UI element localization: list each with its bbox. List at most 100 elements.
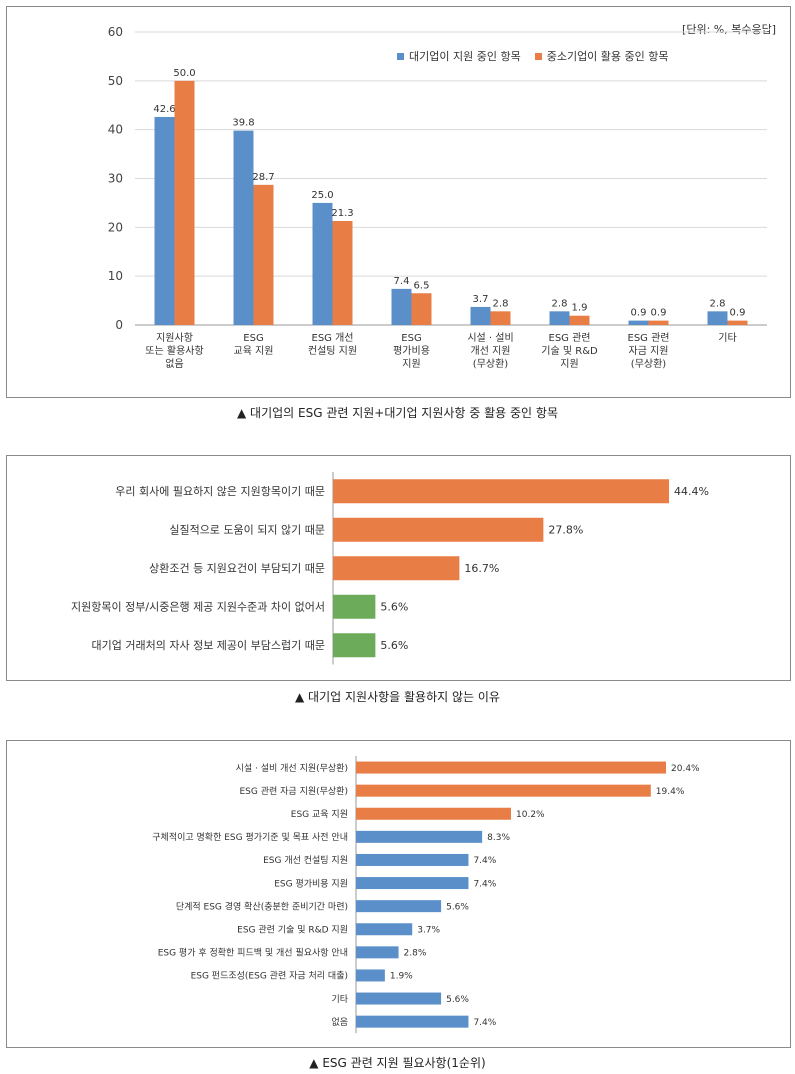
bar bbox=[333, 594, 376, 619]
y-tick-label: 30 bbox=[108, 172, 123, 186]
data-label: 0.9 bbox=[730, 308, 746, 319]
data-label: 7.4 bbox=[394, 276, 410, 287]
data-label: 0.9 bbox=[631, 308, 647, 319]
bar bbox=[356, 853, 469, 866]
caption-chart-3: ▲ ESG 관련 지원 필요사항(1순위) bbox=[309, 1056, 486, 1070]
bar bbox=[333, 479, 669, 504]
horizontal-bar-chart-needs: 시설 · 설비 개선 지원(무상환) 20.4% ESG 관련 자금 지원(무상환)… bbox=[152, 756, 700, 1034]
data-label: 21.3 bbox=[331, 208, 353, 219]
category-label: ESG 관련 기술 및 R&D 지원 bbox=[237, 923, 348, 935]
bar bbox=[628, 320, 649, 325]
data-label: 25.0 bbox=[311, 190, 333, 201]
data-label: 1.9% bbox=[390, 972, 413, 982]
data-label: 6.5 bbox=[414, 280, 430, 291]
bar bbox=[648, 320, 669, 325]
category-label: 기타 bbox=[718, 332, 736, 344]
data-label: 16.7% bbox=[464, 562, 499, 575]
data-label: 27.8% bbox=[548, 524, 583, 537]
data-label: 5.6% bbox=[446, 902, 469, 912]
category-label: ESG bbox=[243, 333, 263, 344]
data-label: 0.9 bbox=[651, 308, 667, 319]
category-label: 개선 지원 bbox=[471, 345, 511, 357]
bar bbox=[411, 293, 432, 325]
data-label: 2.8 bbox=[493, 298, 509, 309]
bar bbox=[332, 220, 353, 325]
category-label: 평가비용 bbox=[393, 345, 430, 357]
bar bbox=[569, 315, 590, 325]
caption-chart-2: ▲ 대기업 지원사항을 활용하지 않는 이유 bbox=[295, 690, 500, 704]
data-label: 2.8% bbox=[404, 949, 427, 959]
legend-swatch-orange bbox=[534, 52, 542, 60]
bar bbox=[356, 877, 469, 890]
horizontal-bar-chart-reasons: 우리 회사에 필요하지 않은 지원항목이기 때문 44.4% 실질적으로 도움이 되… bbox=[71, 472, 709, 665]
bar bbox=[549, 311, 570, 325]
bar bbox=[312, 202, 333, 325]
legend-item-large-company: 대기업이 지원 중인 항목 bbox=[397, 48, 521, 64]
bar bbox=[356, 784, 651, 797]
category-label: 시설 · 설비 개선 지원(무상환) bbox=[236, 762, 348, 774]
category-label: 실질적으로 도움이 되지 않기 때문 bbox=[169, 524, 325, 537]
category-label: 상환조건 등 지원요건이 부담되기 때문 bbox=[149, 562, 325, 575]
legend-item-sme: 중소기업이 활용 중인 항목 bbox=[534, 48, 669, 64]
data-label: 8.3% bbox=[487, 833, 510, 843]
category-label: 지원사항 bbox=[156, 332, 193, 344]
bar bbox=[356, 807, 511, 820]
bar bbox=[356, 946, 399, 959]
data-label: 2.8 bbox=[710, 298, 726, 309]
caption-chart-1: ▲ 대기업의 ESG 관련 지원+대기업 지원사항 중 활용 중인 항목 bbox=[237, 406, 558, 420]
data-label: 7.4% bbox=[473, 856, 496, 866]
bar bbox=[333, 633, 376, 658]
category-label: 없음 bbox=[165, 357, 183, 370]
category-label: 시설 · 설비 bbox=[467, 332, 513, 344]
category-label: ESG 펀드조성(ESG 관련 자금 처리 대출) bbox=[191, 970, 348, 982]
category-label: 기타 bbox=[331, 994, 348, 1005]
category-label: 또는 활용사항 bbox=[145, 344, 203, 357]
category-label: ESG 관련 bbox=[549, 332, 591, 344]
category-label: 지원 bbox=[560, 358, 578, 370]
bar bbox=[391, 288, 412, 325]
data-label: 1.9 bbox=[572, 303, 588, 314]
bar bbox=[356, 1015, 469, 1028]
category-label: 없음 bbox=[331, 1017, 348, 1028]
legend-swatch-blue bbox=[397, 52, 404, 60]
data-label: 50.0 bbox=[173, 68, 195, 79]
category-label: (무상환) bbox=[473, 358, 509, 370]
legend: 대기업이 지원 중인 항목 중소기업이 활용 중인 항목 bbox=[397, 48, 669, 64]
data-label: 5.6% bbox=[446, 995, 469, 1005]
category-label: ESG 개선 bbox=[312, 332, 354, 344]
bar bbox=[174, 80, 195, 325]
y-tick-label: 60 bbox=[108, 25, 123, 39]
category-label: 교육 지원 bbox=[234, 345, 274, 357]
category-label: 구체적이고 명확한 ESG 평가기준 및 목표 사전 안내 bbox=[152, 831, 348, 843]
data-label: 3.7% bbox=[417, 925, 440, 935]
data-label: 44.4% bbox=[674, 485, 709, 498]
data-label: 42.6 bbox=[153, 104, 175, 115]
bar bbox=[333, 556, 460, 581]
category-label: 대기업 거래처의 자사 정보 제공이 부담스럽기 때문 bbox=[92, 638, 326, 652]
bar bbox=[233, 130, 254, 325]
y-tick-label: 10 bbox=[108, 269, 123, 283]
y-tick-label: 50 bbox=[108, 74, 123, 88]
category-label: ESG 교육 지원 bbox=[291, 809, 348, 820]
category-label: 지원 bbox=[402, 358, 420, 370]
bar bbox=[154, 116, 175, 325]
bar bbox=[356, 830, 483, 843]
bar bbox=[356, 761, 666, 774]
data-label: 2.8 bbox=[552, 298, 568, 309]
bar bbox=[356, 969, 385, 982]
chart-panel-reasons: 우리 회사에 필요하지 않은 지원항목이기 때문 44.4% 실질적으로 도움이 되… bbox=[6, 455, 791, 681]
category-label: 컨설팅 지원 bbox=[308, 345, 357, 357]
legend-label: 중소기업이 활용 중인 항목 bbox=[546, 50, 669, 63]
data-label: 7.4% bbox=[473, 1018, 496, 1028]
y-tick-label: 0 bbox=[115, 318, 123, 332]
data-label: 10.2% bbox=[516, 810, 545, 820]
legend-label: 대기업이 지원 중인 항목 bbox=[409, 50, 521, 63]
bar bbox=[356, 900, 442, 913]
bar bbox=[490, 311, 511, 325]
category-label: 단계적 ESG 경영 확산(충분한 준비기간 마련) bbox=[176, 900, 348, 912]
data-label: 5.6% bbox=[380, 601, 408, 614]
y-tick-label: 40 bbox=[108, 123, 123, 137]
category-label: 기술 및 R&D bbox=[541, 345, 598, 357]
bar bbox=[470, 306, 491, 325]
